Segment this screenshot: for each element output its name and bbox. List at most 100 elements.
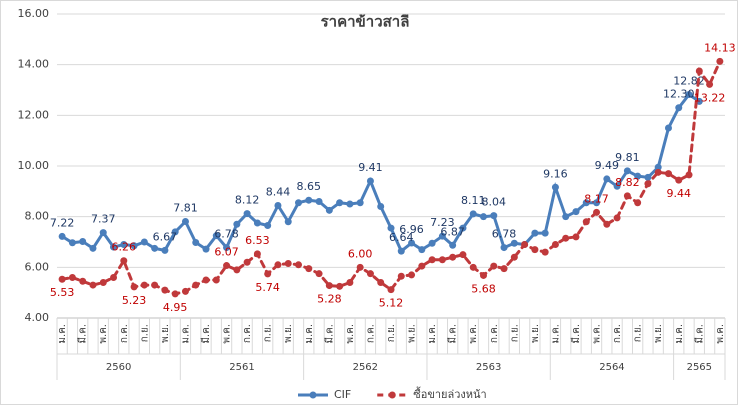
marker [603, 220, 611, 228]
x-tick-label: พ.ย. [407, 324, 418, 343]
marker [212, 276, 220, 284]
data-label: 8.12 [235, 194, 260, 207]
marker [325, 282, 333, 290]
marker [510, 239, 518, 247]
x-tick-label: ก.ย. [263, 324, 274, 342]
marker [202, 245, 210, 253]
marker [295, 261, 303, 269]
y-tick-label: 10.00 [18, 159, 50, 172]
marker [541, 229, 549, 237]
marker [469, 210, 477, 218]
x-tick-label: พ.ย. [283, 324, 294, 343]
marker [479, 271, 487, 279]
marker [644, 173, 652, 181]
marker [366, 177, 374, 185]
marker [562, 213, 570, 221]
marker [428, 239, 436, 247]
x-tick-label: มี.ค. [447, 324, 459, 344]
marker [572, 208, 580, 216]
marker [212, 232, 220, 240]
x-tick-label: พ.ย. [653, 324, 664, 343]
marker [408, 239, 416, 247]
marker [644, 180, 652, 188]
legend-label: CIF [334, 388, 351, 401]
data-label: 8.82 [615, 176, 640, 189]
x-tick-label: ก.ค. [365, 324, 376, 343]
marker [79, 277, 87, 285]
marker [110, 273, 118, 281]
marker [356, 199, 364, 207]
marker [130, 242, 138, 250]
marker [130, 283, 138, 291]
x-tick-label: ม.ค. [304, 324, 315, 344]
marker [253, 219, 261, 227]
x-tick-label: ก.ย. [139, 324, 150, 342]
x-tick-label: พ.ค. [222, 324, 233, 344]
data-label: 7.37 [91, 213, 116, 226]
x-tick-label: พ.ค. [592, 324, 603, 344]
marker [562, 234, 570, 242]
marker [582, 218, 590, 226]
marker [233, 266, 241, 274]
data-label: 6.78 [214, 228, 239, 241]
data-label: 7.23 [430, 216, 455, 229]
data-label: 6.87 [440, 225, 465, 238]
legend-label: ซื้อขายล่วงหน้า [413, 386, 486, 401]
data-label: 14.13 [704, 41, 736, 54]
data-label: 6.64 [389, 231, 414, 244]
year-label: 2564 [599, 362, 624, 373]
marker [664, 170, 672, 178]
marker [387, 286, 395, 294]
marker [99, 279, 107, 287]
marker [531, 246, 539, 254]
marker [551, 183, 559, 191]
marker [120, 241, 128, 249]
marker [675, 176, 683, 184]
marker [654, 168, 662, 176]
marker [572, 233, 580, 241]
x-tick-label: มี.ค. [323, 324, 335, 344]
marker [89, 244, 97, 252]
data-label: 5.53 [50, 286, 75, 299]
marker [716, 57, 724, 65]
data-label: 6.96 [399, 223, 424, 236]
data-label: 8.17 [584, 192, 609, 205]
y-tick-label: 12.00 [18, 108, 50, 121]
marker [685, 171, 693, 179]
data-label: 5.68 [471, 282, 496, 295]
marker [140, 281, 148, 289]
marker [582, 199, 590, 207]
data-label: 5.28 [317, 293, 342, 306]
marker [253, 250, 261, 258]
marker [243, 258, 251, 266]
marker [181, 217, 189, 225]
y-tick-label: 8.00 [25, 210, 50, 223]
x-tick-label: พ.ค. [468, 324, 479, 344]
marker [695, 67, 703, 75]
x-tick-label: พ.ค. [345, 324, 356, 344]
marker [264, 222, 272, 230]
marker [418, 246, 426, 254]
marker [243, 210, 251, 218]
marker [171, 290, 179, 298]
x-tick-label: ม.ค. [550, 324, 561, 344]
marker [510, 253, 518, 261]
marker [500, 244, 508, 252]
marker [418, 262, 426, 270]
marker [377, 203, 385, 211]
year-label: 2565 [687, 362, 712, 373]
marker [161, 246, 169, 254]
year-label: 2562 [353, 362, 378, 373]
marker [68, 273, 76, 281]
x-tick-label: พ.ย. [530, 324, 541, 343]
marker [490, 262, 498, 270]
marker [110, 243, 118, 251]
marker [408, 271, 416, 279]
marker [675, 104, 683, 112]
x-tick-label: ก.ค. [489, 324, 500, 343]
marker [171, 228, 179, 236]
data-label: 8.44 [266, 186, 291, 199]
marker [449, 241, 457, 249]
